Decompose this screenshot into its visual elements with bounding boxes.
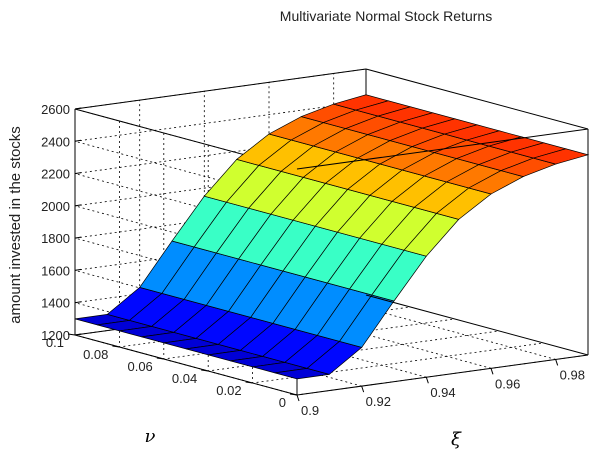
y-tick-label: 0: [279, 395, 286, 410]
x-tick: [425, 377, 429, 384]
x-gridline: [203, 91, 427, 378]
y-tick: [156, 357, 164, 360]
tick-labels: 1200 1400 1600 1800 2000 2200 2400 2600 0 0.02 0.0…: [41, 102, 585, 418]
x-tick: [490, 368, 494, 375]
y-tick: [112, 345, 120, 348]
z-tick: [74, 268, 82, 271]
z-tick: [74, 107, 82, 110]
z-tick: [74, 204, 82, 207]
z-axis-label: amount invested in the stocks: [7, 126, 24, 324]
y-tick: [245, 381, 253, 384]
z-tick-label: 1800: [41, 231, 70, 246]
y-tick: [67, 333, 76, 336]
z-tick: [74, 172, 82, 175]
z-tick: [74, 236, 82, 239]
z-tick-label: 2200: [41, 167, 70, 182]
y-tick-label: 0.1: [46, 335, 64, 350]
y-tick-label: 0.04: [172, 371, 197, 386]
x-tick-label: 0.96: [495, 376, 520, 391]
front-frame: [296, 68, 589, 396]
chart-title: Multivariate Normal Stock Returns: [280, 8, 492, 24]
z-tick-label: 2000: [41, 199, 70, 214]
z-tick-label: 1600: [41, 263, 70, 278]
front-frame-edge: [296, 128, 589, 170]
x-axis-label: ξ: [451, 429, 462, 450]
x-tick-label: 0.98: [560, 367, 585, 382]
z-tick: [74, 333, 82, 336]
z-tick-label: 2600: [41, 102, 70, 117]
back-frame-edge: [74, 334, 298, 396]
front-frame-edge: [365, 294, 589, 356]
z-tick: [74, 301, 82, 304]
surface: [74, 94, 590, 380]
back-frame-edge: [74, 68, 367, 110]
y-axis-label: ν: [145, 426, 156, 447]
y-tick-label: 0.06: [127, 359, 152, 374]
z-tick-label: 2400: [41, 134, 70, 149]
x-tick: [296, 394, 300, 402]
front-frame-edge: [296, 354, 589, 396]
x-tick-label: 0.92: [366, 394, 391, 409]
surface-patch: [532, 148, 590, 165]
z-tick: [74, 139, 82, 142]
z-tick-label: 1400: [41, 296, 70, 311]
x-tick: [555, 359, 559, 366]
y-tick-label: 0.02: [216, 383, 241, 398]
x-tick-label: 0.94: [430, 385, 455, 400]
front-frame-edge: [365, 68, 589, 130]
x-tick-label: 0.9: [301, 403, 319, 418]
x-tick: [361, 385, 365, 393]
y-tick: [201, 369, 209, 372]
y-tick: [289, 393, 298, 396]
z-tick-label: 1200: [41, 328, 70, 343]
y-tick-label: 0.08: [83, 347, 108, 362]
